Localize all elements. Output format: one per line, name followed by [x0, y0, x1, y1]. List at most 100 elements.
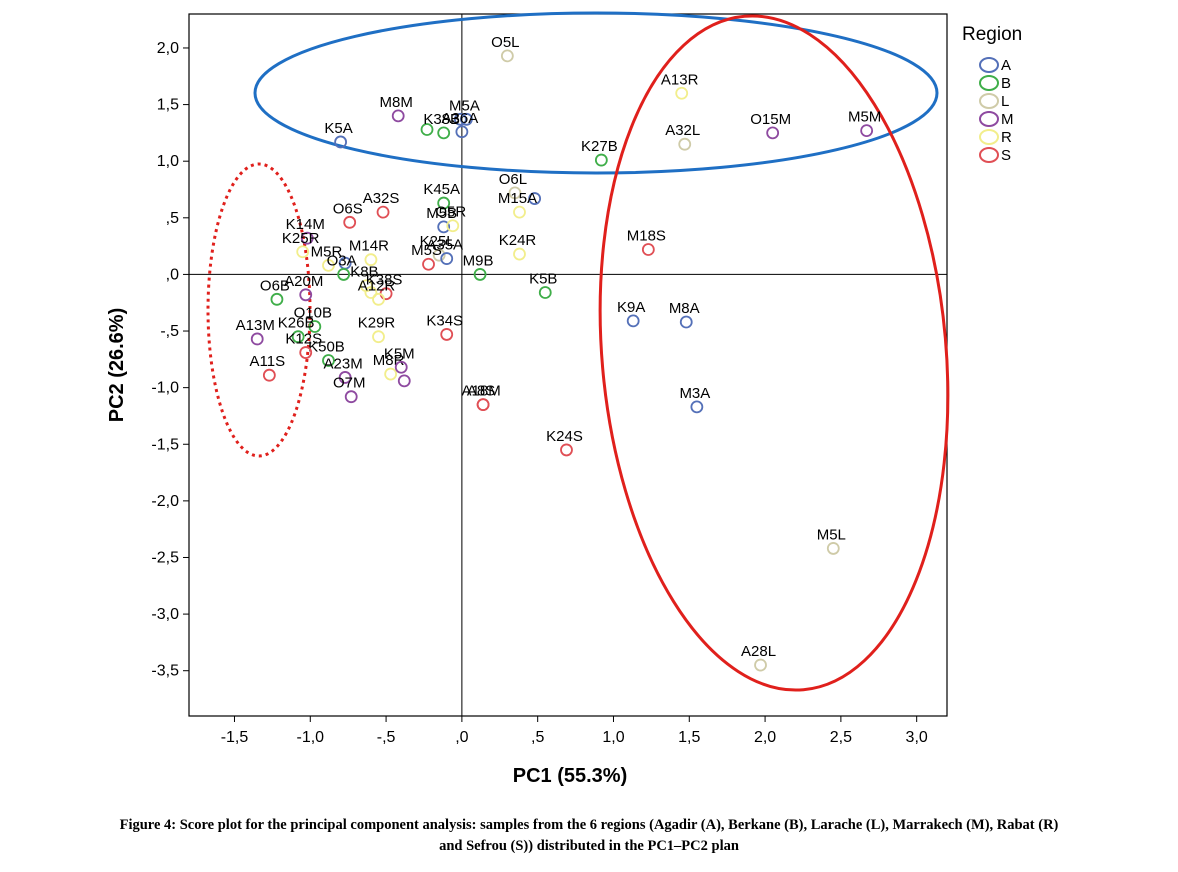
score-point — [322, 258, 335, 272]
y-tick-label: -3,5 — [151, 663, 179, 680]
score-point — [432, 248, 446, 262]
point-label: O3A — [327, 252, 357, 269]
point-label: A12R — [358, 277, 396, 294]
x-tick-label: -,5 — [377, 729, 396, 746]
red-highlight-ellipse — [598, 14, 950, 692]
score-point — [364, 286, 378, 299]
point-label: A36A — [442, 110, 479, 127]
legend-entry-label: L — [1001, 93, 1009, 110]
plot-area-frame — [188, 13, 948, 717]
point-label: K50B — [308, 338, 345, 355]
legend-marker — [979, 75, 999, 91]
point-label: M5B — [426, 205, 457, 222]
score-point — [376, 205, 390, 219]
score-point — [453, 112, 467, 126]
score-point — [538, 286, 552, 299]
score-point — [343, 215, 357, 229]
score-point — [262, 368, 276, 382]
blue-highlight-ellipse — [253, 11, 939, 175]
point-label: M8M — [380, 94, 413, 111]
score-point — [437, 196, 451, 210]
score-point — [513, 247, 526, 261]
score-point — [500, 49, 514, 63]
point-label: K38B — [423, 111, 460, 128]
score-point — [860, 124, 874, 138]
point-label: M18S — [627, 228, 666, 245]
point-label: A18M — [462, 383, 501, 400]
point-label: A32L — [665, 122, 700, 139]
score-plot-chart: O5L A13R M8M M5A K5A K38B A36A K27B A32L O15M M5M O… — [106, 11, 1022, 787]
point-label: A28L — [741, 643, 776, 660]
point-label: M5A — [449, 97, 480, 114]
caption-line-2: and Sefrou (S)) distributed in the PC1–P… — [439, 838, 739, 854]
score-point — [420, 123, 434, 136]
point-label: O15M — [750, 111, 791, 128]
x-tick-label: 1,0 — [602, 729, 624, 746]
score-point — [322, 354, 335, 367]
score-point — [679, 315, 693, 329]
point-label: K5A — [324, 120, 352, 137]
score-point — [299, 288, 313, 302]
score-point — [508, 186, 522, 200]
legend-marker — [979, 129, 999, 145]
legend-entry-label: B — [1001, 75, 1011, 92]
score-point — [437, 220, 451, 234]
y-tick-label: 2,0 — [157, 40, 179, 57]
score-point — [334, 135, 348, 149]
point-label: K5B — [529, 271, 557, 288]
point-label: M8A — [669, 300, 700, 317]
score-point — [594, 153, 608, 167]
point-label: K12S — [285, 331, 322, 348]
point-label: M5S — [411, 242, 442, 259]
score-point — [690, 400, 704, 414]
x-tick-label: 3,0 — [906, 729, 928, 746]
legend-entry-label: S — [1001, 147, 1011, 164]
score-point — [460, 112, 473, 126]
score-point — [476, 398, 490, 412]
score-point — [397, 374, 411, 388]
score-point — [300, 231, 314, 245]
point-label: M5M — [848, 109, 881, 126]
score-point — [826, 542, 840, 555]
legend-marker — [979, 111, 999, 127]
point-label: O10B — [294, 305, 332, 322]
point-label: O5L — [491, 34, 519, 51]
point-label: A8S — [467, 383, 495, 400]
score-point — [364, 253, 378, 267]
score-point — [296, 245, 310, 259]
legend-marker — [979, 147, 999, 163]
legend-entry-label: M — [1001, 111, 1014, 128]
x-tick-label: ,5 — [531, 729, 544, 746]
score-point — [291, 330, 305, 344]
point-label: A11S — [250, 353, 286, 370]
legend-entry-label: R — [1001, 129, 1012, 146]
point-label: O6B — [260, 277, 290, 294]
legend-marker — [979, 93, 999, 109]
score-point — [337, 268, 351, 281]
score-point — [641, 243, 655, 256]
score-point — [446, 219, 460, 233]
score-point — [440, 328, 454, 341]
y-tick-label: -1,0 — [151, 380, 179, 397]
point-label: O6S — [333, 200, 363, 217]
point-label: K26B — [278, 315, 315, 332]
legend-title: Region — [962, 24, 1022, 45]
score-point — [754, 658, 767, 672]
score-point — [338, 371, 352, 384]
y-tick-label: -2,5 — [151, 549, 179, 566]
point-label: A35A — [426, 237, 463, 254]
point-label: A20M — [284, 273, 323, 290]
y-tick-label: -2,0 — [151, 493, 179, 510]
point-label: K14M — [286, 216, 325, 233]
x-tick-label: ,0 — [455, 729, 468, 746]
point-label: O5R — [435, 204, 466, 221]
caption-line-1: Figure 4: Score plot for the principal c… — [119, 817, 1059, 833]
y-tick-label: -,5 — [160, 323, 179, 340]
score-point — [344, 390, 358, 404]
x-tick-label: 2,5 — [830, 729, 852, 746]
score-point — [560, 443, 573, 457]
score-point — [440, 252, 454, 265]
score-point — [437, 126, 451, 140]
point-label: K9A — [617, 299, 645, 316]
point-label: K25L — [420, 233, 455, 250]
